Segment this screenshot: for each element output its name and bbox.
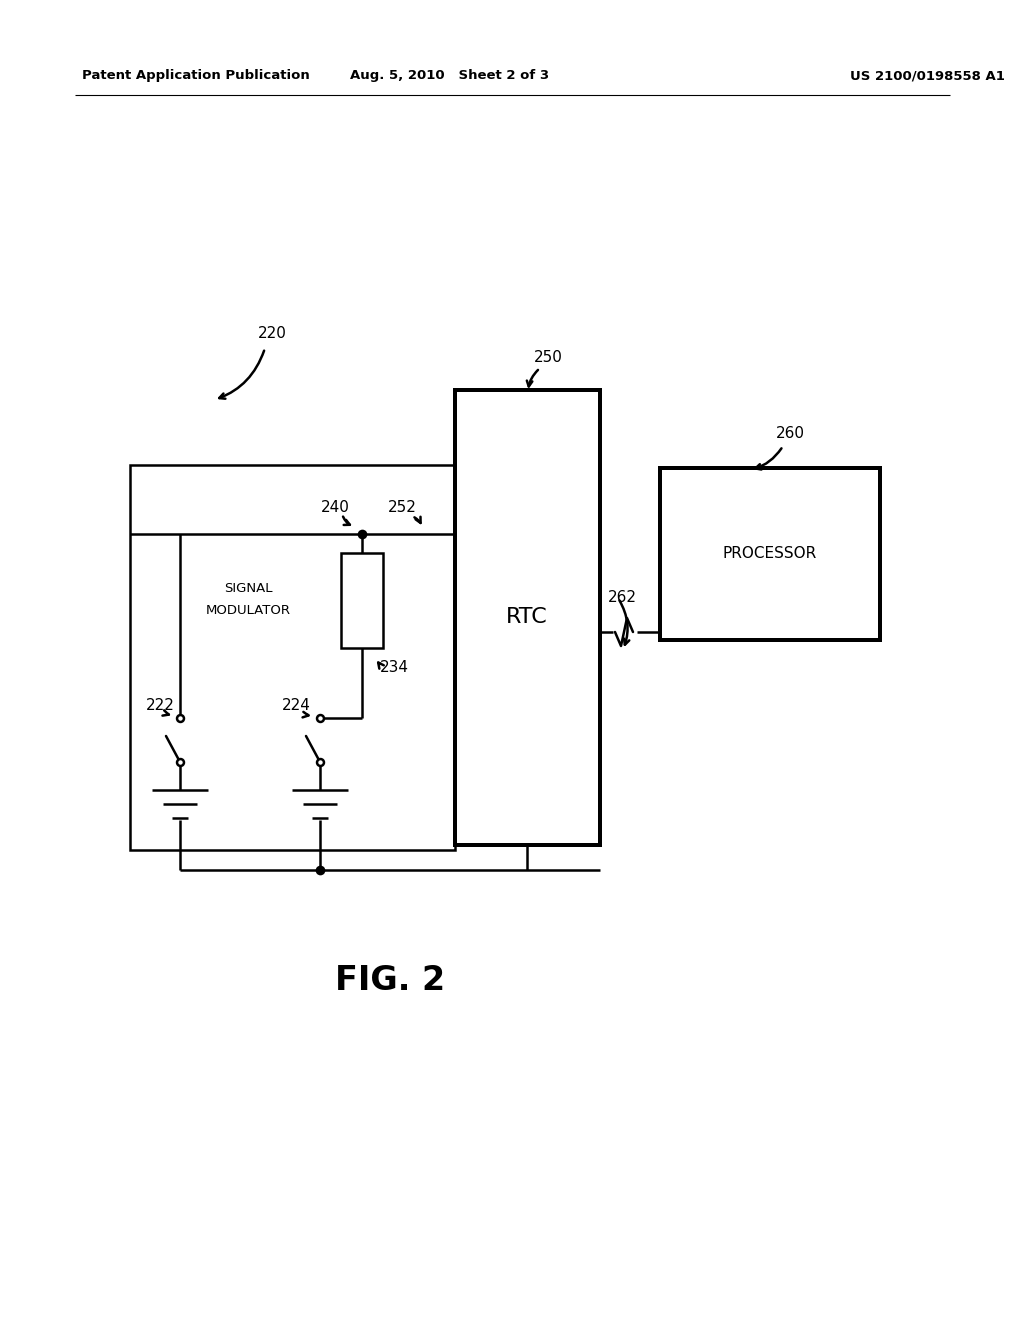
Text: FIG. 2: FIG. 2: [335, 964, 445, 997]
Text: 260: 260: [775, 426, 805, 441]
Bar: [130, 465, 455, 850]
Text: SIGNAL: SIGNAL: [224, 582, 272, 594]
Text: MODULATOR: MODULATOR: [206, 603, 291, 616]
Bar: [341, 553, 383, 648]
Text: 262: 262: [608, 590, 637, 606]
Text: 252: 252: [387, 500, 417, 516]
Text: 250: 250: [534, 351, 562, 366]
Text: 234: 234: [380, 660, 409, 676]
Bar: [455, 389, 600, 845]
Text: 222: 222: [145, 698, 174, 714]
Text: RTC: RTC: [506, 607, 548, 627]
Bar: [660, 469, 880, 640]
Text: PROCESSOR: PROCESSOR: [723, 546, 817, 561]
Text: Aug. 5, 2010   Sheet 2 of 3: Aug. 5, 2010 Sheet 2 of 3: [350, 70, 550, 82]
Text: 240: 240: [321, 499, 349, 515]
Text: Patent Application Publication: Patent Application Publication: [82, 70, 309, 82]
Text: 224: 224: [282, 698, 310, 714]
Text: US 2100/0198558 A1: US 2100/0198558 A1: [850, 70, 1005, 82]
Text: 220: 220: [258, 326, 287, 342]
